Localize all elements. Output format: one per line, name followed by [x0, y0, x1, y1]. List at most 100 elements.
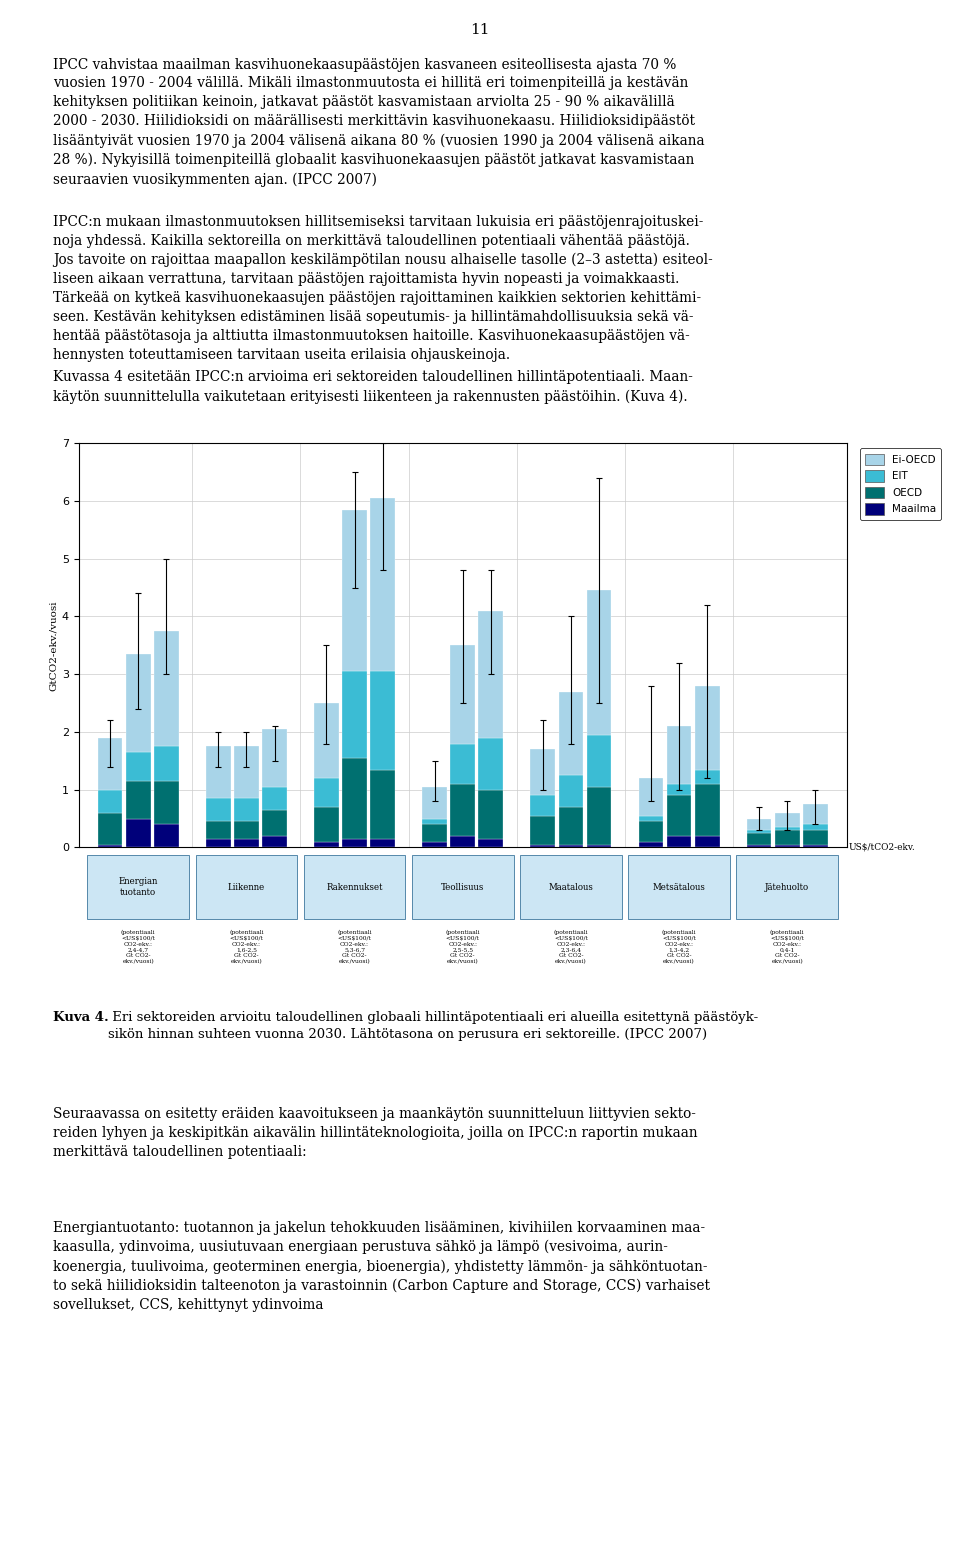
- Text: Kuvassa 4 esitetään IPCC:n arvioima eri sektoreiden taloudellinen hillintäpotent: Kuvassa 4 esitetään IPCC:n arvioima eri …: [53, 370, 693, 404]
- Bar: [747, 844, 772, 847]
- Text: Rakennukset: Rakennukset: [326, 883, 383, 891]
- Bar: [666, 796, 691, 837]
- Bar: [775, 830, 800, 844]
- Bar: [234, 821, 259, 838]
- Bar: [747, 830, 772, 833]
- Bar: [587, 844, 612, 847]
- Text: <50: <50: [131, 863, 146, 872]
- Bar: [314, 703, 339, 778]
- Bar: [98, 737, 123, 790]
- Bar: [530, 844, 555, 847]
- Bar: [747, 818, 772, 830]
- Bar: [342, 510, 367, 672]
- Text: US$/tCO2-ekv.: US$/tCO2-ekv.: [849, 843, 915, 852]
- Bar: [803, 830, 828, 844]
- Text: <50: <50: [780, 863, 795, 872]
- Text: <100: <100: [372, 863, 393, 872]
- Text: Seuraavassa on esitetty eräiden kaavoitukseen ja maankäytön suunnitteluun liitty: Seuraavassa on esitetty eräiden kaavoitu…: [53, 1107, 697, 1158]
- Bar: [314, 778, 339, 807]
- Bar: [154, 781, 179, 824]
- Text: Jätehuolto: Jätehuolto: [765, 883, 809, 891]
- Text: Kuva 4.: Kuva 4.: [53, 1011, 108, 1023]
- Bar: [695, 784, 720, 837]
- Bar: [450, 837, 475, 847]
- Text: <20: <20: [210, 863, 227, 872]
- Text: (potentiaali
<US$100/t
CO2-ekv.:
5,3-6,7
Gt CO2-
ekv./vuosi): (potentiaali <US$100/t CO2-ekv.: 5,3-6,7…: [337, 930, 372, 964]
- Text: (potentiaali
<US$100/t
CO2-ekv.:
1,3-4,2
Gt CO2-
ekv./vuosi): (potentiaali <US$100/t CO2-ekv.: 1,3-4,2…: [661, 930, 696, 964]
- Bar: [98, 790, 123, 813]
- Bar: [587, 787, 612, 844]
- Bar: [747, 833, 772, 844]
- Bar: [666, 837, 691, 847]
- FancyBboxPatch shape: [196, 855, 298, 919]
- Text: <20: <20: [102, 863, 118, 872]
- Bar: [695, 770, 720, 784]
- Bar: [371, 672, 396, 770]
- Bar: [262, 810, 287, 837]
- Text: <100: <100: [264, 863, 285, 872]
- Bar: [234, 746, 259, 798]
- Bar: [803, 824, 828, 830]
- FancyBboxPatch shape: [303, 855, 405, 919]
- Bar: [450, 645, 475, 743]
- Bar: [803, 844, 828, 847]
- Text: (potentiaali
<US$100/t
CO2-ekv.:
2,4-4,7
Gt CO2-
ekv./vuosi): (potentiaali <US$100/t CO2-ekv.: 2,4-4,7…: [121, 930, 156, 964]
- Bar: [314, 807, 339, 841]
- Text: <50: <50: [671, 863, 687, 872]
- Text: <100: <100: [588, 863, 610, 872]
- Bar: [314, 841, 339, 847]
- Text: Energiantuotanto: tuotannon ja jakelun tehokkuuden lisääminen, kivihiilen korvaa: Energiantuotanto: tuotannon ja jakelun t…: [53, 1221, 709, 1312]
- Bar: [559, 807, 584, 844]
- Text: <20: <20: [426, 863, 443, 872]
- Bar: [587, 591, 612, 736]
- Text: <20: <20: [751, 863, 767, 872]
- Bar: [559, 844, 584, 847]
- Bar: [775, 844, 800, 847]
- Bar: [205, 746, 230, 798]
- Text: <100: <100: [697, 863, 718, 872]
- Bar: [638, 816, 663, 821]
- FancyBboxPatch shape: [412, 855, 514, 919]
- Text: Teollisuus: Teollisuus: [441, 883, 485, 891]
- Text: <50: <50: [563, 863, 579, 872]
- Text: Metsätalous: Metsätalous: [653, 883, 706, 891]
- Text: <100: <100: [804, 863, 826, 872]
- Bar: [450, 784, 475, 837]
- Text: Liikenne: Liikenne: [228, 883, 265, 891]
- Bar: [262, 837, 287, 847]
- Bar: [559, 692, 584, 776]
- Bar: [666, 726, 691, 784]
- Bar: [530, 750, 555, 796]
- Bar: [803, 804, 828, 824]
- FancyBboxPatch shape: [628, 855, 730, 919]
- Bar: [262, 787, 287, 810]
- Bar: [422, 841, 447, 847]
- Text: 11: 11: [470, 23, 490, 37]
- Bar: [450, 743, 475, 784]
- Bar: [530, 816, 555, 844]
- Bar: [234, 798, 259, 821]
- Text: IPCC vahvistaa maailman kasvihuonekaasupäästöjen kasvaneen esiteollisesta ajasta: IPCC vahvistaa maailman kasvihuonekaasup…: [53, 58, 705, 187]
- Text: <20: <20: [319, 863, 334, 872]
- Text: (potentiaali
<US$100/t
CO2-ekv.:
1,6-2,5
Gt CO2-
ekv./vuosi): (potentiaali <US$100/t CO2-ekv.: 1,6-2,5…: [229, 930, 264, 964]
- Text: Energian
tuotanto: Energian tuotanto: [118, 877, 157, 897]
- Bar: [478, 790, 503, 838]
- Text: <100: <100: [480, 863, 501, 872]
- Bar: [154, 824, 179, 847]
- Bar: [587, 736, 612, 787]
- Bar: [98, 844, 123, 847]
- Text: Maatalous: Maatalous: [548, 883, 593, 891]
- Bar: [478, 611, 503, 737]
- Bar: [638, 841, 663, 847]
- FancyBboxPatch shape: [520, 855, 622, 919]
- Bar: [422, 824, 447, 841]
- Y-axis label: GtCO2-ekv./vuosi: GtCO2-ekv./vuosi: [49, 600, 58, 690]
- Text: IPCC:n mukaan ilmastonmuutoksen hillitsemiseksi tarvitaan lukuisia eri päästöjen: IPCC:n mukaan ilmastonmuutoksen hillitse…: [53, 215, 712, 362]
- Bar: [262, 729, 287, 787]
- Bar: [638, 778, 663, 816]
- FancyBboxPatch shape: [736, 855, 838, 919]
- Legend: Ei-OECD, EIT, OECD, Maailma: Ei-OECD, EIT, OECD, Maailma: [859, 448, 941, 519]
- Bar: [775, 813, 800, 827]
- Bar: [126, 655, 151, 753]
- Text: <100: <100: [156, 863, 177, 872]
